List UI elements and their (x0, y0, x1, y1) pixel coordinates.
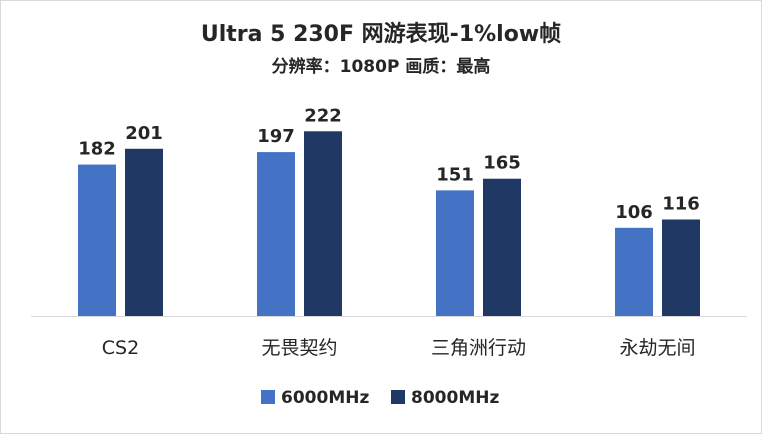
x-tick-label: 无畏契约 (261, 337, 337, 359)
data-label: 201 (125, 123, 163, 144)
chart-title: Ultra 5 230F 网游表现-1%low帧 (201, 21, 561, 47)
data-label: 151 (436, 164, 474, 185)
x-tick-label: 三角洲行动 (431, 337, 526, 359)
legend-label: 8000MHz (411, 388, 499, 408)
legend-label: 6000MHz (281, 388, 369, 408)
bar-series1-4 (615, 227, 653, 316)
data-label: 106 (615, 202, 653, 223)
data-label: 165 (483, 153, 521, 174)
data-label: 222 (304, 105, 342, 126)
data-label: 116 (662, 193, 700, 214)
legend-swatch (391, 390, 405, 404)
data-label: 197 (257, 126, 295, 147)
bar-series2-2 (304, 131, 342, 316)
chart-subtitle: 分辨率：1080P 画质：最高 (272, 56, 491, 77)
bar-series1-2 (257, 152, 295, 316)
plot-area: 182 201 CS2 197 222 无畏契约 151 165 三角洲行动 106 116 永劫无间 (31, 105, 747, 359)
bar-series2-1 (125, 148, 163, 316)
data-label: 182 (78, 139, 116, 160)
legend-swatch (261, 390, 275, 404)
x-tick-label: 永劫无间 (619, 337, 695, 359)
legend: 6000MHz 8000MHz (261, 388, 499, 408)
bar-series2-4 (662, 219, 700, 316)
bar-series2-3 (483, 178, 521, 316)
x-tick-label: CS2 (102, 337, 139, 359)
bar-series1-1 (78, 164, 116, 316)
bar-series1-3 (436, 190, 474, 316)
